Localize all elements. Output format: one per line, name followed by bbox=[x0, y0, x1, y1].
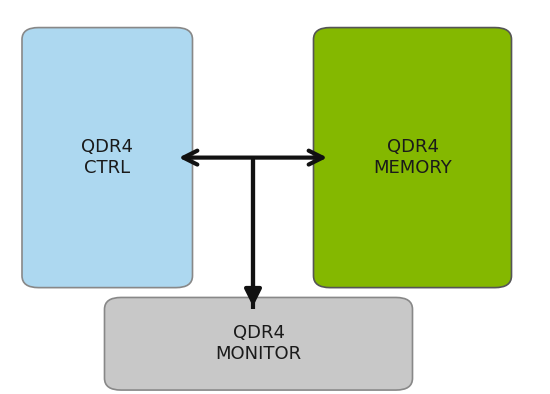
FancyBboxPatch shape bbox=[104, 297, 413, 390]
FancyBboxPatch shape bbox=[22, 28, 192, 288]
Text: QDR4
MONITOR: QDR4 MONITOR bbox=[216, 324, 301, 363]
Text: QDR4
CTRL: QDR4 CTRL bbox=[81, 138, 133, 177]
Text: QDR4
MEMORY: QDR4 MEMORY bbox=[373, 138, 452, 177]
FancyBboxPatch shape bbox=[314, 28, 512, 288]
